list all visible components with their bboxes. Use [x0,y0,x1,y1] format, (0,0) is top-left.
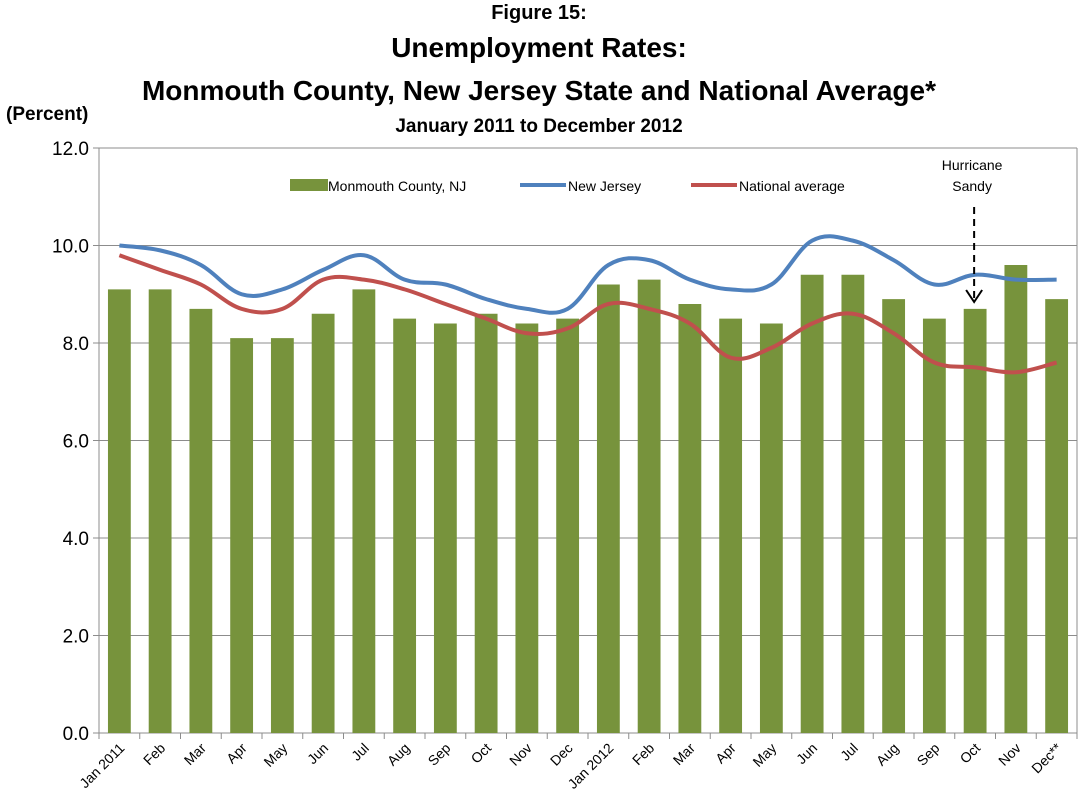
chart-title-line1: Unemployment Rates: [391,32,687,63]
x-tick-label: Mar [670,740,699,769]
y-tick-label: 4.0 [63,529,89,550]
y-tick-label: 12.0 [52,139,89,160]
x-tick-label: Dec [547,740,576,769]
x-tick-label: Nov [506,740,535,769]
x-tick-label: Sep [914,740,943,769]
x-tick-label: May [749,740,779,770]
y-tick-label: 2.0 [63,627,89,648]
bar-monmouth [148,289,172,733]
bar-monmouth [393,318,417,733]
bar-monmouth [352,289,376,733]
bar-monmouth [596,284,620,733]
bar-monmouth [270,338,294,733]
x-tick-label: Apr [712,740,739,767]
bar-monmouth [800,274,824,733]
y-tick-label: 6.0 [63,432,89,453]
bar-monmouth [515,323,539,733]
x-tick-label: Apr [223,740,250,767]
annotation-hurricane-line1: Hurricane [942,157,1003,173]
x-tick-label: Nov [995,740,1024,769]
legend-label-monmouth: Monmouth County, NJ [328,178,466,194]
bar-monmouth [1045,299,1069,733]
bar-monmouth [107,289,131,733]
y-tick-label: 8.0 [63,334,89,355]
x-tick-label: Feb [629,740,658,769]
bar-monmouth [230,338,254,733]
bar-monmouth [556,318,580,733]
bar-monmouth [841,274,865,733]
bar-monmouth [311,313,335,733]
line-national-average [118,253,1058,375]
chart-subtitle: January 2011 to December 2012 [395,116,683,137]
bar-monmouth [474,313,498,733]
bar-monmouth [637,279,661,733]
x-tick-label: Dec** [1028,739,1065,776]
bar-monmouth [678,304,702,733]
bar-monmouth [433,323,457,733]
bar-monmouth [189,308,213,733]
x-tick-label: May [260,740,290,770]
y-tick-label: 10.0 [52,237,89,258]
x-tick-label: Sep [425,740,454,769]
chart-title-line2: Monmouth County, New Jersey State and Na… [141,75,936,106]
bar-monmouth [759,323,783,733]
y-tick-label: 0.0 [63,724,89,745]
annotation-arrow-head [965,289,983,304]
legend-label-new-jersey: New Jersey [568,178,641,194]
x-tick-label: Feb [140,740,169,769]
x-tick-label: Jun [304,740,331,767]
legend-label-national-average: National average [739,178,845,194]
line-new-jersey [119,234,1057,315]
bar-monmouth [963,308,987,733]
bar-monmouth [882,299,906,733]
annotation-sandy-line2: Sandy [952,178,992,194]
legend-swatch-monmouth [290,179,328,191]
x-tick-label: Jan 2011 [76,740,127,791]
x-tick-label: Oct [468,740,495,767]
x-tick-label: Aug [873,740,902,769]
figure-label: Figure 15: [491,2,587,24]
x-tick-label: Mar [181,740,210,769]
x-tick-label: Jun [793,740,820,767]
x-tick-label: Oct [957,740,984,767]
y-axis-label: (Percent) [6,104,89,125]
x-tick-label: Jul [837,740,861,764]
bar-monmouth [1004,265,1028,733]
x-tick-label: Jan 2012 [564,740,616,792]
bar-monmouth [922,318,946,733]
bar-monmouth [719,318,743,733]
x-tick-label: Aug [384,740,413,769]
x-tick-label: Jul [348,740,372,764]
